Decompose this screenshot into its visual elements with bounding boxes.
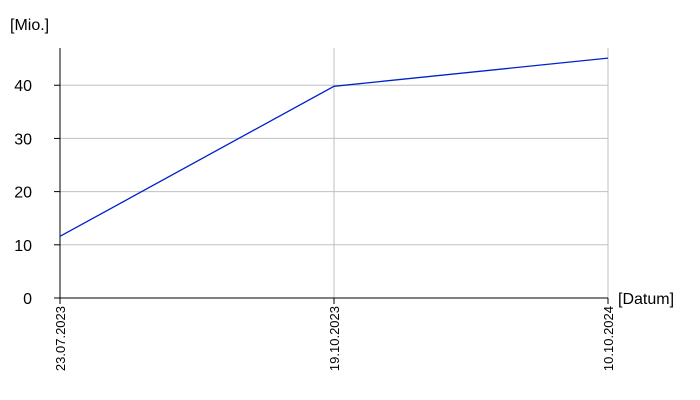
- x-tick-label: 10.10.2024: [601, 306, 616, 371]
- line-series: [59, 57, 609, 237]
- y-axis-label: [Mio.]: [10, 17, 49, 34]
- x-tick-label: 19.10.2023: [327, 306, 342, 371]
- y-tick-label: 40: [14, 78, 32, 95]
- y-tick-label: 30: [14, 131, 32, 148]
- y-tick-label: 0: [23, 291, 32, 308]
- y-tick-label: 20: [14, 185, 32, 202]
- x-axis-label: [Datum]: [618, 291, 674, 308]
- x-tick-label: 23.07.2023: [53, 306, 68, 371]
- y-tick-label: 10: [14, 238, 32, 255]
